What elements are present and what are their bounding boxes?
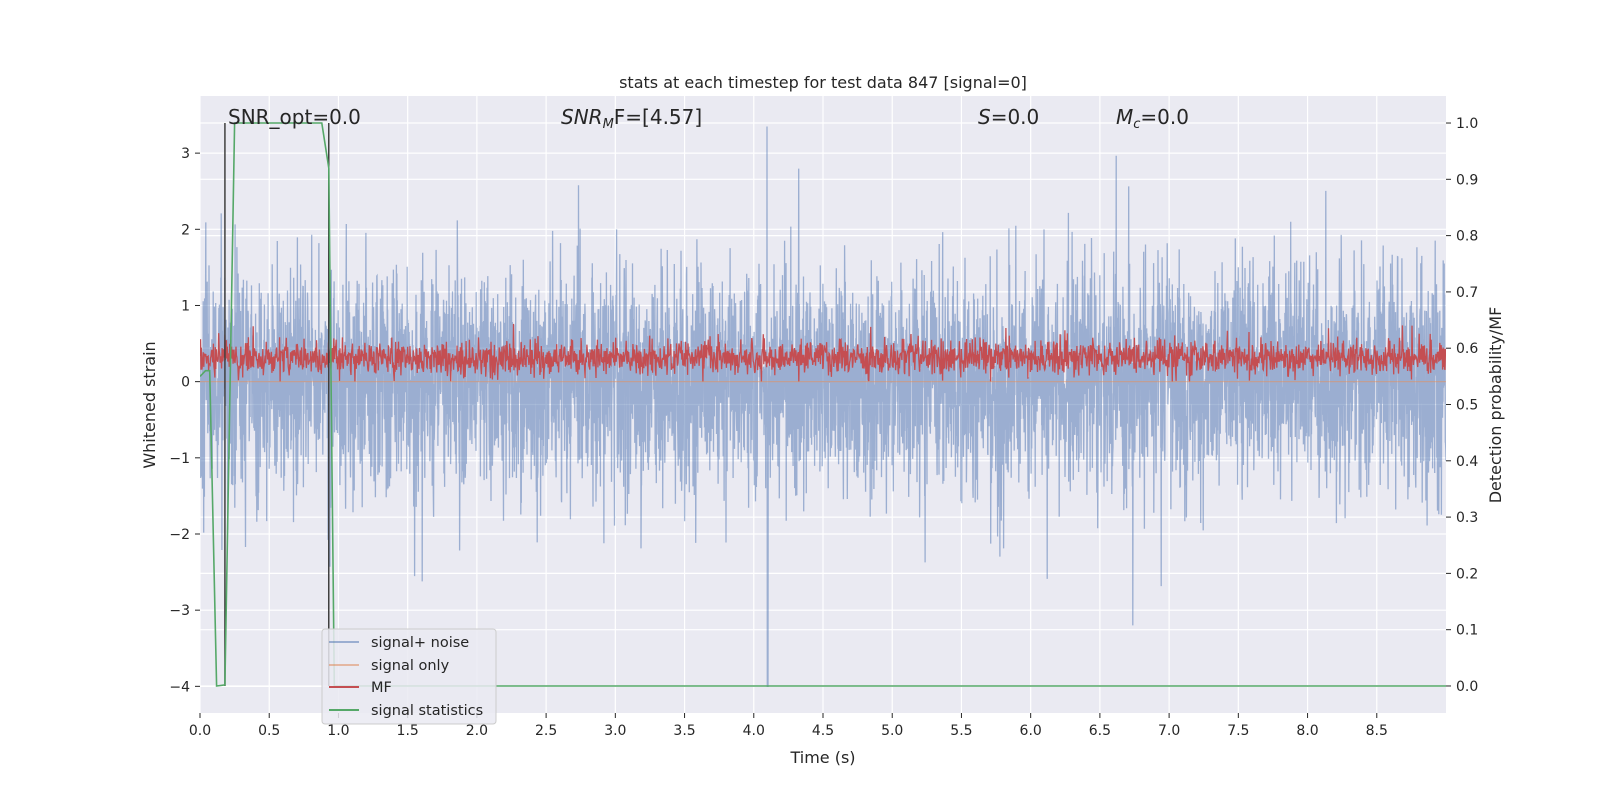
y-left-tick-label: 3 bbox=[181, 146, 190, 162]
annotation-mc-sub: c bbox=[1133, 117, 1140, 132]
x-tick-label: 2.0 bbox=[466, 723, 488, 739]
x-tick-label: 8.5 bbox=[1366, 723, 1388, 739]
annotation-snr-mf-rest: F=[4.57] bbox=[614, 105, 702, 129]
annotation-mc-var: M bbox=[1116, 105, 1133, 129]
annotation-mc-rest: =0.0 bbox=[1140, 105, 1189, 129]
legend-label-signal-statistics: signal statistics bbox=[371, 703, 483, 719]
y-left-tick-label: −2 bbox=[169, 527, 190, 543]
x-tick-label: 4.5 bbox=[812, 723, 834, 739]
x-tick-label: 5.0 bbox=[881, 723, 903, 739]
y-left-tick-label: −4 bbox=[169, 679, 190, 695]
legend-label-signal-noise: signal+ noise bbox=[371, 635, 469, 651]
x-tick-label: 3.0 bbox=[604, 723, 626, 739]
series-mf-line bbox=[200, 323, 1446, 382]
y-axis-left-label: Whitened strain bbox=[140, 341, 159, 468]
x-tick-label: 1.5 bbox=[397, 723, 419, 739]
y-right-tick-label: 0.7 bbox=[1456, 285, 1478, 301]
y-right-tick-label: 0.5 bbox=[1456, 398, 1478, 414]
x-tick-label: 1.0 bbox=[327, 723, 349, 739]
y-left-tick-label: 1 bbox=[181, 298, 190, 314]
annotation-s: S=0.0 bbox=[978, 105, 1039, 129]
y-left-tick-label: −3 bbox=[169, 603, 190, 619]
x-tick-label: 8.0 bbox=[1296, 723, 1318, 739]
annotation-snr-mf-base: SNR bbox=[561, 105, 603, 129]
y-axis-right-label: Detection probability/MF bbox=[1486, 307, 1505, 504]
legend: signal+ noise signal only MF signal stat… bbox=[321, 628, 497, 725]
series-signal-noise-line bbox=[200, 126, 1446, 687]
x-tick-label: 4.0 bbox=[743, 723, 765, 739]
y-right-tick-label: 0.1 bbox=[1456, 623, 1478, 639]
legend-label-mf: MF bbox=[371, 680, 392, 696]
y-axis-right-ticks: 0.0 0.1 0.2 0.3 0.4 0.5 0.6 0.7 0.8 0.9 1.0 bbox=[1446, 116, 1478, 695]
x-tick-label: 0.0 bbox=[189, 723, 211, 739]
annotation-s-rest: =0.0 bbox=[991, 105, 1040, 129]
x-tick-label: 6.0 bbox=[1020, 723, 1042, 739]
y-right-tick-label: 0.3 bbox=[1456, 510, 1478, 526]
annotation-snr-mf: SNRMF=[4.57] bbox=[561, 105, 702, 132]
y-right-tick-label: 0.2 bbox=[1456, 566, 1478, 582]
chart-title: stats at each timestep for test data 847… bbox=[619, 73, 1027, 92]
y-right-tick-label: 0.8 bbox=[1456, 229, 1478, 245]
y-right-tick-label: 0.6 bbox=[1456, 341, 1478, 357]
x-axis-label: Time (s) bbox=[789, 748, 855, 767]
y-left-tick-label: 2 bbox=[181, 222, 190, 238]
legend-label-signal-only: signal only bbox=[371, 658, 450, 674]
annotation-mc: Mc=0.0 bbox=[1116, 105, 1189, 132]
y-left-tick-label: −1 bbox=[169, 451, 190, 467]
y-right-tick-label: 0.9 bbox=[1456, 172, 1478, 188]
x-tick-label: 6.5 bbox=[1089, 723, 1111, 739]
x-tick-label: 7.5 bbox=[1227, 723, 1249, 739]
annotation-snr-opt: SNR_opt=0.0 bbox=[228, 105, 361, 129]
y-axis-left-ticks: −4 −3 −2 −1 0 1 2 3 bbox=[169, 146, 200, 695]
y-left-tick-label: 0 bbox=[181, 375, 190, 391]
x-axis-ticks: 0.0 0.5 1.0 1.5 2.0 2.5 3.0 3.5 4.0 4.5 5.0 5.5 6.0 6… bbox=[189, 713, 1388, 739]
x-tick-label: 7.0 bbox=[1158, 723, 1180, 739]
annotation-s-var: S bbox=[978, 105, 991, 129]
x-tick-label: 2.5 bbox=[535, 723, 557, 739]
y-right-tick-label: 1.0 bbox=[1456, 116, 1478, 132]
annotation-snr-mf-sub: M bbox=[603, 117, 614, 132]
y-right-tick-label: 0.0 bbox=[1456, 679, 1478, 695]
x-tick-label: 3.5 bbox=[673, 723, 695, 739]
y-right-tick-label: 0.4 bbox=[1456, 454, 1478, 470]
x-tick-label: 5.5 bbox=[950, 723, 972, 739]
x-tick-label: 0.5 bbox=[258, 723, 280, 739]
legend-box bbox=[321, 628, 497, 725]
